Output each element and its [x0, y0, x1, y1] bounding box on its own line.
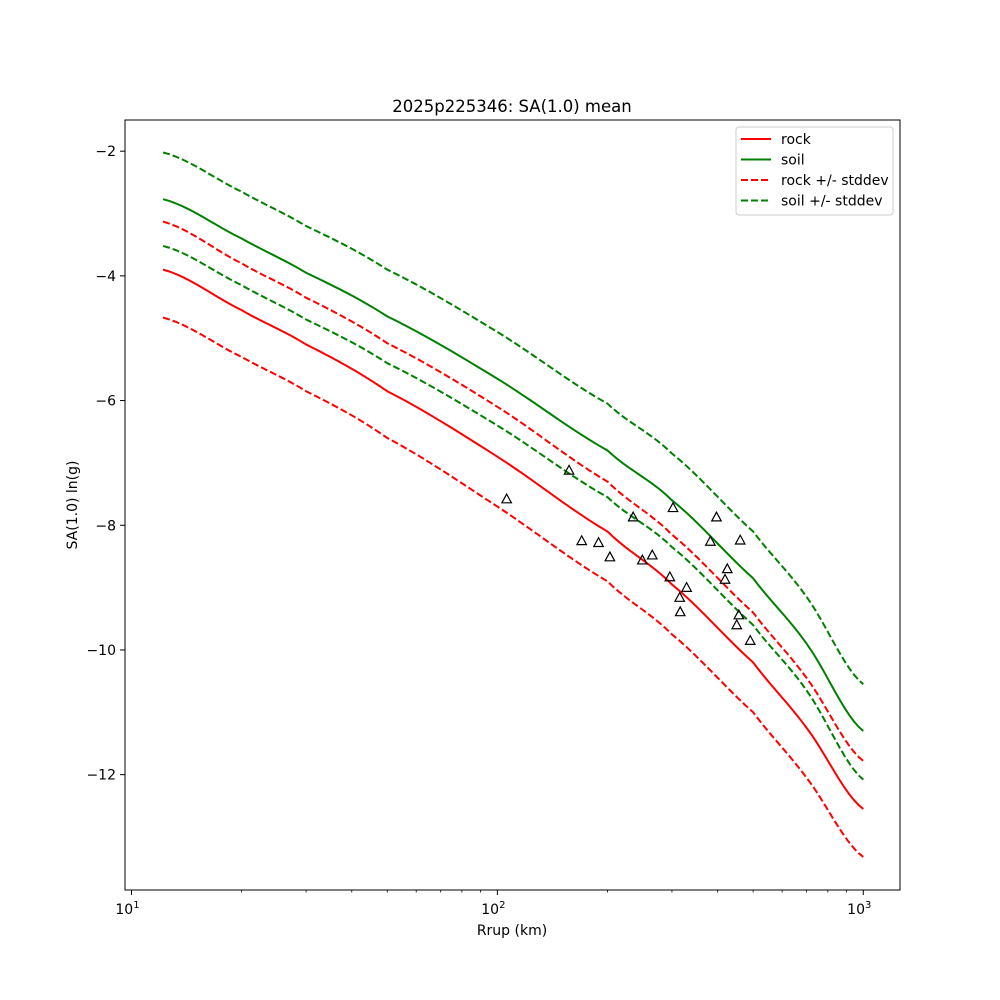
observation-marker — [575, 534, 588, 546]
legend-label-soil-stddev: soil +/- stddev — [781, 194, 883, 210]
y-axis: −12 −10 −8 −6 −4 −2 — [86, 144, 125, 784]
observation-marker — [667, 501, 679, 513]
observation-marker — [744, 634, 757, 645]
legend-label-soil: soil — [781, 153, 805, 169]
y-axis-label: SA(1.0) ln(g) — [65, 461, 81, 550]
observation-marker — [733, 608, 745, 620]
observation-marker — [673, 591, 686, 602]
plot-frame — [124, 119, 901, 891]
x-axis: 101 102 103 — [115, 890, 871, 918]
series-line-soil-stddev-4 — [162, 151, 864, 685]
plot-area — [124, 119, 901, 891]
observation-marker — [636, 553, 649, 565]
legend-box — [735, 126, 894, 216]
legend-label-rock: rock — [781, 132, 812, 148]
x-tick-label: 101 — [115, 900, 139, 918]
y-tick-label: −10 — [86, 643, 116, 659]
observation-marker — [734, 533, 746, 545]
y-tick-label: −8 — [95, 518, 116, 534]
x-tick-label: 103 — [847, 900, 871, 918]
observation-marker — [721, 562, 734, 574]
series-line-rock-stddev-lower-3 — [162, 316, 864, 858]
observation-marker — [704, 535, 717, 546]
observation-markers — [500, 464, 757, 645]
chart-title: 2025p225346: SA(1.0) mean — [392, 97, 631, 116]
observation-marker — [674, 605, 686, 617]
y-tick-label: −2 — [95, 144, 116, 160]
series-line-soil-stddev-lower-5 — [162, 244, 864, 781]
series-line-rock-0 — [162, 268, 864, 810]
observation-marker — [563, 464, 575, 475]
series-line-rock-stddev-2 — [162, 220, 864, 762]
series-layer — [162, 151, 864, 858]
x-tick-label: 102 — [481, 900, 505, 918]
y-tick-label: −6 — [95, 394, 116, 410]
y-tick-label: −4 — [95, 269, 116, 285]
observation-marker — [604, 550, 616, 562]
observation-marker — [710, 510, 723, 522]
series-line-soil-1 — [162, 198, 864, 732]
observation-marker — [627, 510, 639, 522]
observation-marker — [592, 536, 605, 548]
observation-marker — [680, 581, 693, 592]
observation-marker — [664, 570, 676, 582]
x-axis-label: Rrup (km) — [477, 923, 547, 939]
y-tick-label: −12 — [86, 768, 116, 784]
observation-marker — [646, 548, 659, 560]
observation-marker — [719, 573, 731, 584]
legend: rock soil rock +/- stddev soil +/- stddev — [735, 126, 894, 216]
observation-marker — [730, 618, 743, 630]
legend-label-rock-stddev: rock +/- stddev — [781, 173, 889, 189]
observation-marker — [500, 492, 513, 504]
